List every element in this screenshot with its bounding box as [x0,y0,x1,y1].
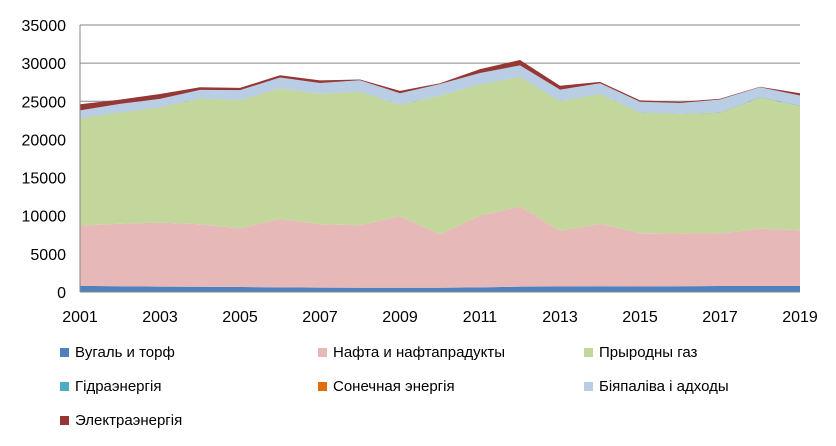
axes [79,25,800,293]
area-series-1 [80,206,800,288]
x-tick-label: 2001 [62,309,98,326]
y-tick-label: 5000 [30,247,66,264]
x-tick-label: 2015 [622,309,658,326]
y-tick-label: 25000 [22,94,67,111]
y-tick-label: 30000 [22,56,67,73]
x-tick-label: 2019 [782,309,818,326]
y-tick-label: 20000 [22,132,67,149]
x-tick-label: 2013 [542,309,578,326]
x-tick-label: 2005 [222,309,258,326]
area-series-5 [80,65,800,118]
area-series-0 [80,285,800,292]
x-tick-label: 2003 [142,309,178,326]
x-tick-label: 2017 [702,309,738,326]
y-tick-label: 15000 [22,171,67,188]
y-tick-label: 0 [57,285,66,302]
y-axis-tick-labels: 0 5000 10000 15000 20000 25000 30000 35000 [22,18,67,302]
x-tick-label: 2009 [382,309,418,326]
x-axis-tick-labels: 2001 2003 2005 2007 2009 2011 2013 2015 2017 2019 [62,309,818,326]
y-tick-label: 10000 [22,209,67,226]
x-tick-label: 2011 [463,309,498,326]
area-series-2 [80,76,800,235]
x-tick-label: 2007 [302,309,338,326]
y-tick-label: 35000 [22,18,67,35]
stacked-areas [80,60,800,292]
